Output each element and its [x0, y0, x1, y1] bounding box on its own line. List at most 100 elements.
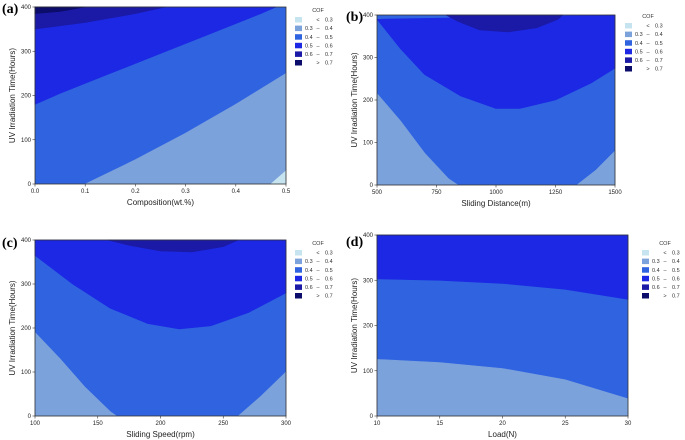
legend-value: 0.3 [655, 24, 663, 30]
legend-operator: > [646, 67, 649, 73]
legend-high: 0.7 [325, 285, 333, 291]
y-axis-label: UV Irradiation Time(Hours) [8, 280, 17, 375]
legend-high: 0.7 [655, 58, 663, 64]
legend-dash: – [663, 276, 667, 282]
x-tick-label: 200 [155, 421, 166, 427]
legend-dash: – [663, 259, 667, 265]
legend-high: 0.6 [672, 276, 680, 282]
legend-dash: – [316, 26, 320, 32]
legend-low: 0.4 [652, 268, 660, 274]
legend-high: 0.4 [325, 259, 333, 265]
legend-low: 0.6 [305, 285, 313, 291]
y-tick-label: 200 [21, 326, 32, 332]
legend: COF< 0.30.3–0.40.4–0.50.5–0.60.6–0.7> 0.7 [295, 8, 333, 67]
legend-title: COF [312, 8, 324, 14]
legend-low: 0.5 [305, 276, 313, 282]
legend-low: 0.3 [305, 259, 313, 265]
y-tick-label: 400 [363, 13, 374, 19]
x-tick-label: 20 [499, 421, 506, 427]
y-tick-label: 0 [28, 414, 32, 420]
y-tick-label: 200 [21, 94, 32, 100]
legend-title: COF [659, 241, 671, 247]
legend-swatch [295, 250, 302, 256]
legend-low: 0.6 [305, 52, 313, 58]
legend-swatch [295, 60, 302, 66]
legend-high: 0.5 [672, 268, 680, 274]
legend-low: 0.4 [635, 41, 643, 47]
x-tick-label: 1000 [489, 190, 503, 196]
y-axis-label: UV Irradiation Time(Hours) [350, 278, 359, 373]
legend-high: 0.4 [655, 32, 663, 38]
legend-swatch [295, 51, 302, 57]
x-axis-label: Sliding Distance(m) [461, 199, 531, 208]
y-tick-label: 300 [21, 49, 32, 55]
legend-swatch [295, 258, 302, 265]
legend-swatch [295, 34, 302, 40]
x-tick-label: 10 [374, 421, 381, 427]
x-tick-label: 150 [93, 421, 104, 427]
legend-dash: – [316, 276, 320, 282]
legend-low: 0.5 [305, 43, 313, 49]
legend-high: 0.6 [655, 49, 663, 55]
legend-swatch [295, 17, 302, 23]
legend-swatch [642, 267, 649, 273]
y-tick-label: 300 [21, 282, 32, 288]
y-axis-label: UV Irradiation Time(Hours) [350, 52, 359, 147]
legend-operator: < [316, 18, 319, 24]
legend-dash: – [316, 52, 320, 58]
legend-high: 0.7 [325, 52, 333, 58]
y-tick-label: 100 [363, 141, 374, 147]
x-tick-label: 250 [218, 421, 229, 427]
legend-low: 0.3 [635, 32, 643, 38]
x-tick-label: 750 [431, 190, 442, 196]
legend-dash: – [646, 32, 650, 38]
x-tick-label: 0.1 [81, 189, 90, 195]
legend-value: 0.7 [672, 294, 680, 300]
legend-dash: – [663, 268, 667, 274]
legend-dash: – [646, 41, 650, 47]
legend-dash: – [663, 285, 667, 291]
legend-title: COF [642, 14, 654, 20]
legend-dash: – [316, 259, 320, 265]
y-tick-label: 0 [370, 414, 374, 420]
legend-value: 0.7 [325, 61, 333, 67]
legend-swatch [625, 23, 632, 29]
legend-swatch [625, 66, 632, 72]
legend-low: 0.4 [305, 268, 313, 274]
legend-value: 0.3 [325, 18, 333, 24]
y-tick-label: 100 [363, 369, 374, 375]
legend-low: 0.4 [305, 35, 313, 41]
legend-dash: – [316, 43, 320, 49]
panel-label: (a) [2, 2, 19, 17]
legend-title: COF [312, 241, 324, 247]
x-tick-label: 100 [30, 421, 41, 427]
y-tick-label: 100 [21, 370, 32, 376]
x-tick-label: 30 [625, 421, 632, 427]
legend-value: 0.7 [655, 67, 663, 73]
legend-dash: – [316, 268, 320, 274]
y-tick-label: 400 [363, 233, 374, 239]
legend-dash: – [646, 58, 650, 64]
x-tick-label: 0.5 [282, 189, 291, 195]
x-tick-label: 0.2 [131, 189, 140, 195]
legend-swatch [625, 48, 632, 55]
legend-swatch [642, 293, 649, 299]
legend-swatch [625, 40, 632, 46]
x-tick-label: 300 [281, 421, 292, 427]
legend-high: 0.5 [325, 268, 333, 274]
y-tick-label: 300 [363, 56, 374, 62]
legend-high: 0.7 [672, 285, 680, 291]
y-tick-label: 100 [21, 138, 32, 144]
legend-low: 0.5 [652, 276, 660, 282]
panel-label: (b) [346, 10, 363, 25]
y-tick-label: 0 [28, 182, 32, 188]
x-tick-label: 0.3 [181, 189, 190, 195]
legend-dash: – [646, 49, 650, 55]
legend-operator: < [663, 251, 666, 257]
legend-swatch [642, 284, 649, 290]
legend-operator: > [663, 294, 666, 300]
legend-low: 0.3 [305, 26, 313, 32]
